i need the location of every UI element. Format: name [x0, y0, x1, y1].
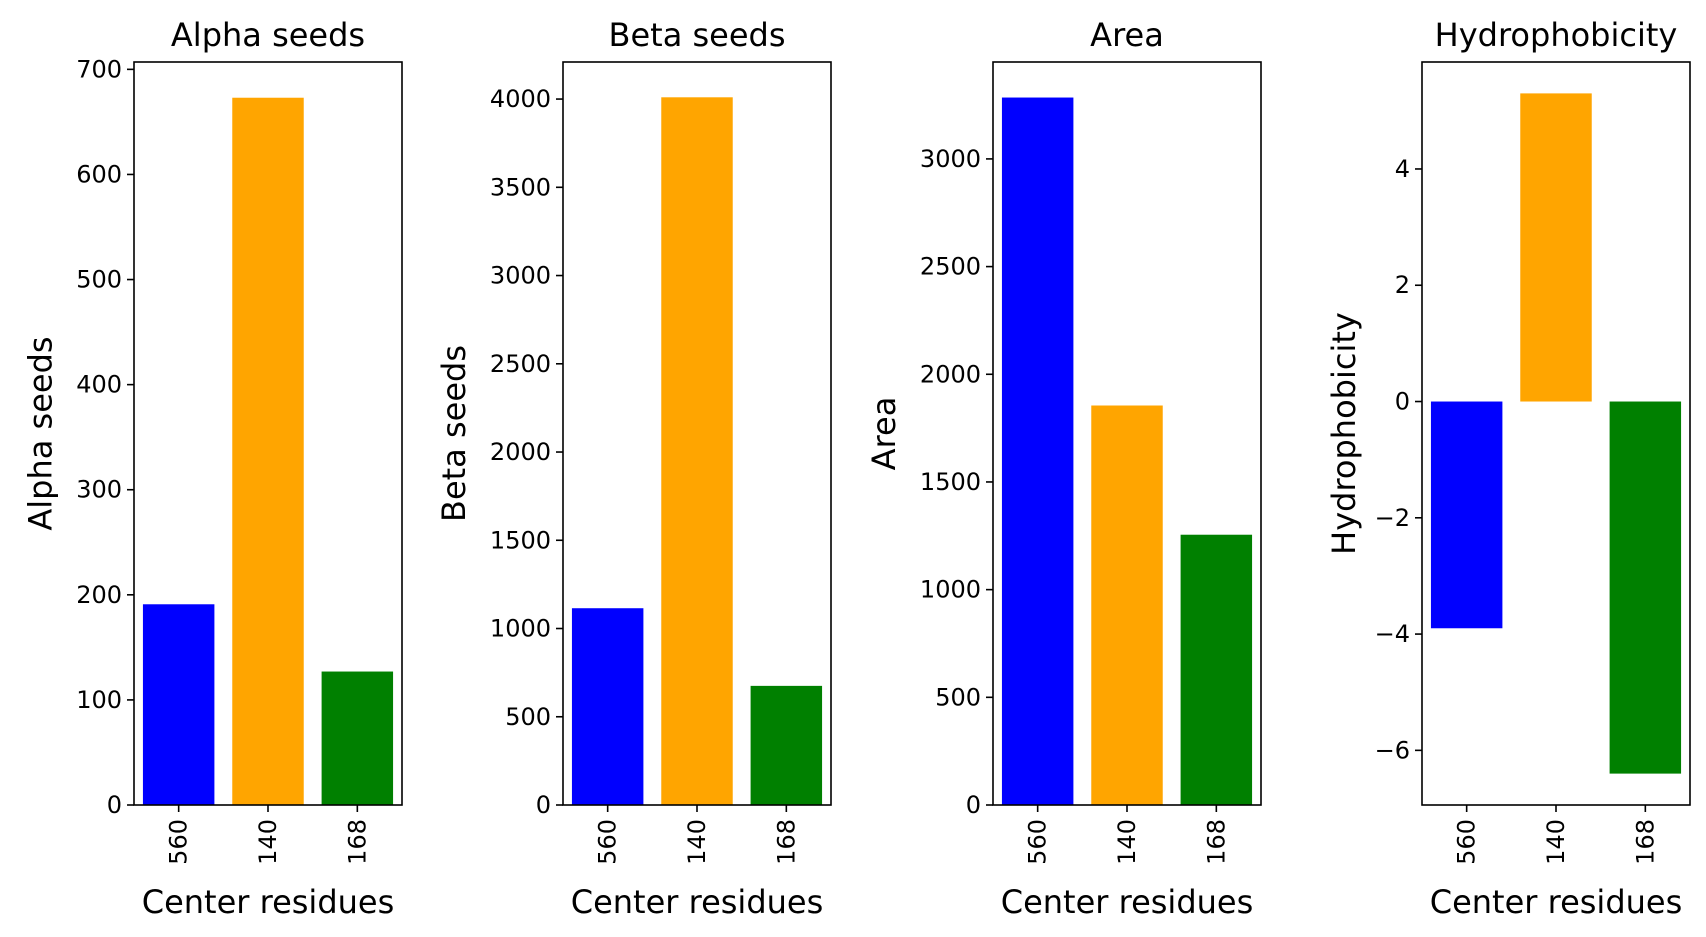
x-tick-label: 560 — [1453, 819, 1481, 865]
x-tick-label: 560 — [594, 819, 622, 865]
y-axis-label: Hydrophobicity — [1325, 312, 1363, 555]
y-tick-label: 4000 — [490, 85, 551, 113]
bar-140 — [232, 97, 304, 805]
y-tick-label: 0 — [536, 791, 551, 819]
y-tick-label: 1500 — [490, 526, 551, 554]
y-tick-label: 500 — [505, 703, 551, 731]
x-tick-label: 168 — [343, 819, 371, 865]
y-tick-label: −4 — [1375, 620, 1410, 648]
y-tick-label: 300 — [76, 476, 122, 504]
y-tick-label: −6 — [1375, 736, 1410, 764]
subplot-2: 0 500 1000 1500 2000 2500 3000 3500 4000 560 140 16… — [435, 16, 832, 921]
x-tick-label: 140 — [683, 819, 711, 865]
subplot-4: −6 −4 −2 0 2 4 560 140 168 Hydrophobicity Center r… — [1325, 16, 1691, 921]
y-tick-label: 600 — [76, 160, 122, 188]
x-tick-label: 168 — [772, 819, 800, 865]
y-tick-label: 2500 — [920, 253, 981, 281]
y-axis-label: Area — [865, 397, 903, 471]
y-tick-label: −2 — [1375, 504, 1410, 532]
y-tick-label: 2000 — [920, 360, 981, 388]
x-tick-label: 140 — [1542, 819, 1570, 865]
y-tick-label: 0 — [966, 791, 981, 819]
x-tick-label: 560 — [165, 819, 193, 865]
y-tick-label: 4 — [1395, 155, 1410, 183]
subplot-title: Hydrophobicity — [1435, 16, 1678, 54]
subplot-1: 0 100 200 300 400 500 600 700 560 140 168 Alpha see… — [22, 16, 403, 921]
y-tick-label: 2000 — [490, 438, 551, 466]
y-tick-label: 3000 — [920, 145, 981, 173]
y-tick-label: 2500 — [490, 350, 551, 378]
bar-168 — [1609, 401, 1682, 774]
y-tick-label: 0 — [1395, 388, 1410, 416]
y-tick-label: 500 — [76, 266, 122, 294]
x-axis-label: Center residues — [142, 883, 395, 921]
bar-560 — [1001, 97, 1074, 805]
y-tick-label: 0 — [107, 791, 122, 819]
bar-560 — [1430, 401, 1503, 629]
y-tick-label: 2 — [1395, 271, 1410, 299]
x-tick-label: 168 — [1631, 819, 1659, 865]
y-tick-label: 100 — [76, 686, 122, 714]
x-tick-label: 140 — [254, 819, 282, 865]
x-axis-label: Center residues — [571, 883, 824, 921]
bar-140 — [1091, 405, 1163, 805]
y-tick-label: 1000 — [490, 615, 551, 643]
y-tick-label: 3000 — [490, 262, 551, 290]
subplot-title: Area — [1090, 16, 1164, 54]
subplot-3: 0 500 1000 1500 2000 2500 3000 560 140 168 Area Cen… — [865, 16, 1262, 921]
x-axis-label: Center residues — [1430, 883, 1683, 921]
y-axis-label: Beta seeds — [435, 345, 473, 522]
x-tick-label: 140 — [1113, 819, 1141, 865]
bar-168 — [750, 685, 823, 805]
subplot-title: Alpha seeds — [171, 16, 365, 54]
y-tick-label: 500 — [935, 683, 981, 711]
bar-560 — [142, 604, 215, 805]
x-axis-label: Center residues — [1001, 883, 1254, 921]
y-tick-label: 1000 — [920, 576, 981, 604]
bar-168 — [321, 671, 394, 805]
subplot-title: Beta seeds — [609, 16, 786, 54]
y-tick-label: 1500 — [920, 468, 981, 496]
y-tick-label: 700 — [76, 55, 122, 83]
y-tick-label: 200 — [76, 581, 122, 609]
bar-560 — [571, 608, 644, 805]
bar-140 — [661, 97, 733, 805]
y-tick-label: 3500 — [490, 173, 551, 201]
y-tick-label: 400 — [76, 371, 122, 399]
bar-140 — [1520, 93, 1592, 402]
x-tick-label: 168 — [1202, 819, 1230, 865]
y-axis-label: Alpha seeds — [22, 336, 60, 530]
bar-168 — [1180, 534, 1253, 805]
x-tick-label: 560 — [1024, 819, 1052, 865]
